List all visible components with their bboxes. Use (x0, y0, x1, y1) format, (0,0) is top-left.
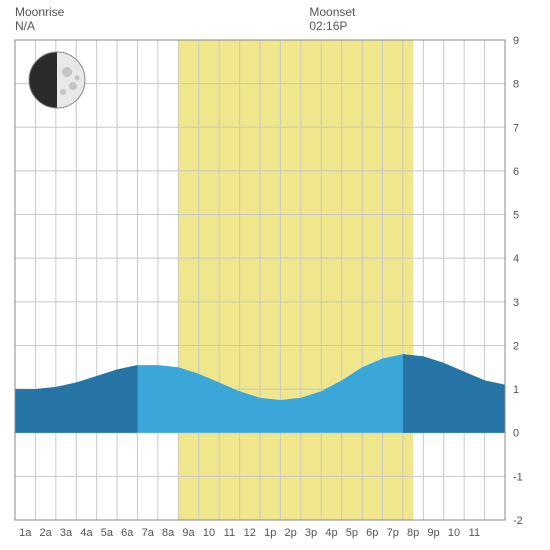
x-tick-label: 11 (224, 527, 235, 539)
y-tick-label: 6 (513, 166, 519, 178)
x-tick-label: 3p (305, 527, 317, 539)
x-tick-label: 12 (244, 527, 256, 539)
moonrise-value: N/A (15, 19, 64, 33)
y-tick-label: 9 (513, 35, 519, 47)
moonrise-label: Moonrise (15, 5, 64, 19)
x-tick-label: 1p (264, 527, 276, 539)
x-tick-label: 4a (80, 527, 93, 539)
moonrise-block: Moonrise N/A (15, 5, 64, 33)
x-tick-label: 9a (182, 527, 195, 539)
x-tick-label: 10 (448, 527, 460, 539)
x-tick-label: 3a (60, 527, 73, 539)
x-tick-label: 1a (19, 527, 32, 539)
x-tick-label: 4p (325, 527, 337, 539)
x-tick-label: 5a (101, 527, 114, 539)
moon-phase-icon (29, 52, 85, 108)
y-tick-label: 5 (513, 210, 519, 222)
x-tick-label: 7p (387, 527, 399, 539)
y-tick-label: 8 (513, 79, 519, 91)
y-tick-label: 0 (513, 428, 519, 440)
x-tick-label: 5p (346, 527, 358, 539)
x-tick-label: 10 (203, 527, 215, 539)
x-tick-label: 6a (121, 527, 134, 539)
x-tick-label: 8p (407, 527, 419, 539)
x-tick-label: 2p (285, 527, 297, 539)
chart-svg: -2-101234567891a2a3a4a5a6a7a8a9a1011121p… (5, 35, 545, 545)
moonset-label: Moonset (309, 5, 355, 19)
x-tick-label: 9p (427, 527, 439, 539)
y-tick-label: 3 (513, 297, 519, 309)
moonset-value: 02:16P (309, 19, 355, 33)
x-tick-label: 11 (469, 527, 480, 539)
x-tick-label: 2a (40, 527, 53, 539)
chart-header: Moonrise N/A Moonset 02:16P (5, 5, 545, 33)
moonset-block: Moonset 02:16P (309, 5, 355, 33)
y-tick-label: 4 (513, 253, 519, 265)
y-tick-label: 7 (513, 122, 519, 134)
y-tick-label: 1 (513, 384, 519, 396)
x-tick-label: 8a (162, 527, 175, 539)
y-tick-label: -1 (513, 471, 523, 483)
daylight-band (178, 40, 413, 520)
y-tick-label: 2 (513, 340, 519, 352)
x-tick-label: 7a (142, 527, 155, 539)
y-tick-label: -2 (513, 515, 523, 527)
tide-chart: -2-101234567891a2a3a4a5a6a7a8a9a1011121p… (5, 35, 545, 545)
x-tick-label: 6p (366, 527, 378, 539)
